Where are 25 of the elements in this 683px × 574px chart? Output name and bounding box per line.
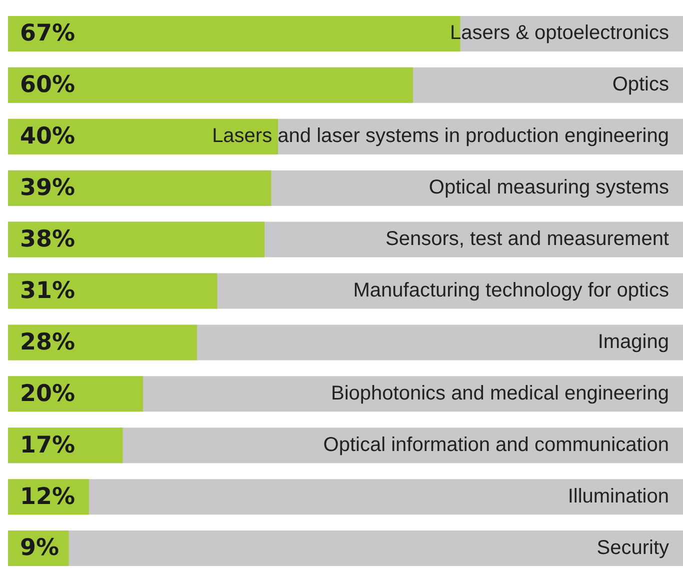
data-label: 17% — [20, 432, 76, 458]
data-label: 40% — [20, 124, 76, 150]
y-tick-label: Manufacturing technology for optics — [353, 280, 669, 302]
y-tick-label: Optical information and communication — [323, 434, 669, 456]
y-tick-label: Security — [596, 536, 669, 559]
data-label: 38% — [20, 226, 76, 253]
data-label: 60% — [20, 72, 76, 98]
y-tick-label: Optics — [612, 74, 669, 96]
y-tick-label: Optical measuring systems — [428, 176, 669, 199]
y-tick-label: Illumination — [568, 485, 669, 508]
data-label: 67% — [20, 20, 76, 47]
data-label: 39% — [20, 175, 76, 202]
bar — [8, 273, 218, 309]
bar — [8, 324, 197, 360]
bar — [8, 428, 123, 464]
data-label: 20% — [20, 380, 76, 407]
y-tick-label: Sensors, test and measurement — [386, 228, 670, 250]
y-tick-label: Biophotonics and medical engineering — [330, 382, 669, 404]
data-label: 31% — [20, 278, 76, 304]
data-label: 28% — [20, 329, 76, 356]
y-tick-label: Lasers and laser systems in production engineering — [212, 125, 669, 148]
data-label: 9% — [20, 535, 60, 562]
data-label: 12% — [20, 484, 76, 510]
y-tick-label: Imaging — [598, 330, 669, 353]
bar — [8, 376, 143, 412]
